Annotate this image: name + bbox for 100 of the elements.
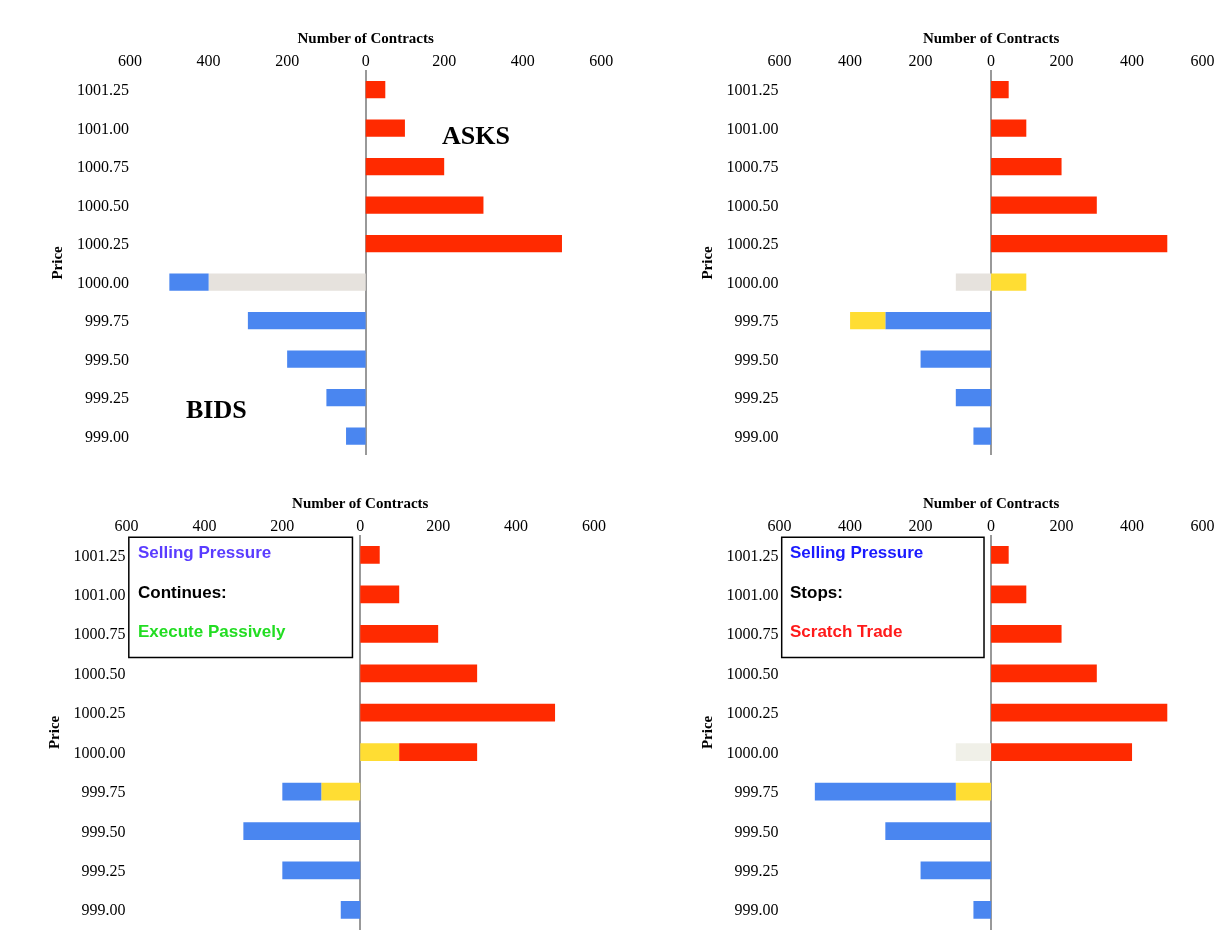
y-tick-label: 1000.75 bbox=[77, 158, 130, 176]
bar bbox=[340, 901, 361, 919]
y-tick-label: 999.25 bbox=[734, 862, 779, 880]
y-tick-label: 999.75 bbox=[734, 783, 779, 801]
x-tick-label: 600 bbox=[767, 517, 792, 535]
bar bbox=[991, 235, 1168, 253]
x-tick-label: 600 bbox=[1190, 52, 1215, 70]
annotation: Stops: bbox=[790, 583, 843, 602]
x-tick-label: 400 bbox=[192, 517, 217, 535]
y-tick-label: 1000.75 bbox=[726, 625, 779, 643]
y-tick-label: 999.25 bbox=[85, 389, 130, 407]
x-tick-label: 400 bbox=[510, 52, 535, 70]
bar bbox=[360, 546, 380, 564]
y-tick-label: 1001.00 bbox=[726, 119, 779, 137]
x-tick-label: 0 bbox=[356, 517, 365, 535]
annotation: ASKS bbox=[442, 121, 510, 150]
bar bbox=[955, 782, 992, 801]
annotation: Selling Pressure bbox=[138, 543, 272, 562]
x-tick-label: 0 bbox=[361, 52, 370, 70]
y-axis-title: Price bbox=[698, 245, 715, 280]
x-tick-label: 400 bbox=[1120, 52, 1145, 70]
y-tick-label: 1000.50 bbox=[726, 664, 779, 682]
bar bbox=[991, 585, 1027, 604]
y-tick-label: 999.00 bbox=[81, 901, 126, 919]
x-tick-label: 400 bbox=[838, 517, 863, 535]
bar bbox=[991, 273, 1027, 291]
bar bbox=[955, 273, 992, 291]
y-tick-label: 999.50 bbox=[734, 822, 779, 840]
bar bbox=[885, 822, 992, 840]
x-tick-label: 400 bbox=[196, 52, 221, 70]
y-tick-label: 1000.50 bbox=[73, 664, 126, 682]
y-tick-label: 999.00 bbox=[85, 427, 130, 445]
y-axis-title: Price bbox=[698, 715, 715, 750]
x-axis-title: Number of Contracts bbox=[297, 30, 435, 47]
bar bbox=[321, 782, 361, 801]
bar bbox=[208, 273, 366, 291]
x-tick-label: 600 bbox=[582, 517, 607, 535]
bar bbox=[365, 158, 445, 176]
y-axis-title: Price bbox=[45, 715, 62, 750]
bar bbox=[287, 350, 366, 368]
y-tick-label: 999.25 bbox=[81, 862, 126, 880]
y-tick-label: 999.00 bbox=[734, 901, 779, 919]
bar bbox=[991, 664, 1097, 683]
bar bbox=[365, 196, 484, 214]
bar bbox=[850, 312, 886, 330]
bar bbox=[360, 703, 556, 722]
bar bbox=[326, 389, 366, 407]
y-tick-label: 1000.00 bbox=[77, 273, 130, 291]
y-tick-label: 1001.00 bbox=[726, 585, 779, 603]
bar bbox=[243, 822, 361, 840]
y-tick-label: 1000.00 bbox=[73, 743, 126, 761]
y-tick-label: 1001.25 bbox=[726, 546, 779, 564]
annotation: BIDS bbox=[186, 395, 247, 424]
bar bbox=[920, 350, 992, 368]
x-axis-title: Number of Contracts bbox=[922, 495, 1060, 512]
bar bbox=[399, 743, 478, 762]
y-tick-label: 1001.25 bbox=[77, 81, 130, 99]
bar bbox=[282, 861, 361, 880]
y-tick-label: 1000.25 bbox=[726, 235, 779, 253]
bar bbox=[991, 743, 1133, 762]
annotation: Selling Pressure bbox=[790, 543, 924, 562]
x-tick-label: 600 bbox=[118, 52, 143, 70]
bar bbox=[360, 585, 400, 604]
bar bbox=[169, 273, 209, 291]
bar bbox=[991, 196, 1097, 214]
y-tick-label: 999.50 bbox=[85, 350, 130, 368]
x-tick-label: 600 bbox=[589, 52, 614, 70]
x-axis-title: Number of Contracts bbox=[292, 495, 429, 512]
bar bbox=[365, 235, 562, 253]
y-axis-title: Price bbox=[49, 245, 66, 280]
x-axis-title: Number of Contracts bbox=[922, 30, 1060, 47]
bar bbox=[991, 624, 1062, 643]
x-tick-label: 200 bbox=[270, 517, 295, 535]
y-tick-label: 999.25 bbox=[734, 389, 779, 407]
x-tick-label: 200 bbox=[426, 517, 451, 535]
bar bbox=[360, 743, 400, 762]
x-tick-label: 400 bbox=[838, 52, 863, 70]
y-tick-label: 1000.00 bbox=[726, 273, 779, 291]
y-tick-label: 999.00 bbox=[734, 427, 779, 445]
x-tick-label: 400 bbox=[1120, 517, 1145, 535]
x-tick-label: 200 bbox=[908, 52, 933, 70]
bar bbox=[920, 861, 992, 880]
annotation: Continues: bbox=[138, 583, 227, 602]
bar bbox=[973, 901, 992, 919]
bar bbox=[360, 664, 478, 683]
x-tick-label: 200 bbox=[1049, 517, 1074, 535]
y-tick-label: 1000.50 bbox=[726, 196, 779, 214]
bar bbox=[360, 624, 439, 643]
x-tick-label: 200 bbox=[908, 517, 933, 535]
x-tick-label: 600 bbox=[1190, 517, 1215, 535]
bar bbox=[365, 81, 386, 99]
y-tick-label: 999.75 bbox=[734, 312, 779, 330]
bar bbox=[247, 312, 366, 330]
bar bbox=[991, 158, 1062, 176]
y-tick-label: 1001.25 bbox=[726, 81, 779, 99]
y-tick-label: 999.50 bbox=[81, 822, 126, 840]
bar bbox=[991, 119, 1027, 137]
y-tick-label: 1001.00 bbox=[77, 119, 130, 137]
x-tick-label: 0 bbox=[987, 52, 996, 70]
y-tick-label: 999.75 bbox=[81, 783, 126, 801]
